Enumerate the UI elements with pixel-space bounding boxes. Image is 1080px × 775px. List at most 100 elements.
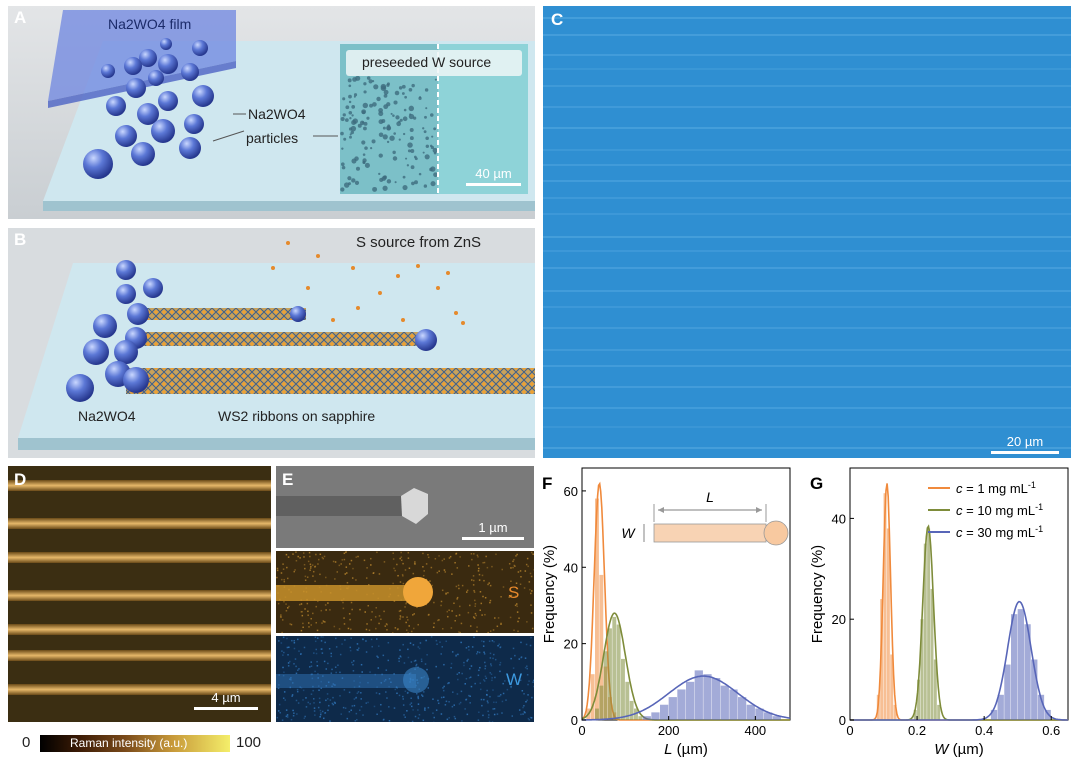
raman-map [8, 466, 271, 722]
y-tick-label: 60 [564, 484, 578, 499]
s-source-label: S source from ZnS [356, 234, 481, 251]
x-tick-label: 400 [744, 723, 766, 738]
histogram-bar [591, 674, 595, 720]
particles-label-line2: particles [246, 130, 298, 146]
histogram-bar [595, 709, 599, 720]
histogram-bar [703, 674, 711, 720]
panel-b: B S source from ZnS Na2WO4 WS2 ribbons o… [8, 228, 535, 458]
panel-a-scalebar-text: 40 µm [475, 166, 511, 181]
panel-e-w-map: W [276, 636, 534, 722]
histogram-bar [1011, 614, 1017, 720]
y-tick-label: 20 [832, 612, 846, 627]
legend: c = 1 mg mL-1 c = 10 mg mL-1 c = 30 mg mL-… [928, 480, 1043, 540]
histogram-bar [721, 686, 729, 720]
x-tick-label: 0.6 [1042, 723, 1060, 738]
panel-c-scalebar-text: 20 µm [1007, 434, 1043, 449]
inset-label: preseeded W source [362, 54, 491, 70]
panel-d: D 4 µm [8, 466, 271, 722]
inset-width-label: W [621, 525, 636, 541]
y-tick-label: 0 [571, 713, 578, 728]
histogram-bar [747, 705, 755, 720]
colorbar-label: Raman intensity (a.u.) [70, 736, 187, 750]
x-tick-label: 200 [658, 723, 680, 738]
y-tick-label: 0 [839, 713, 846, 728]
colorbar-min: 0 [22, 734, 30, 751]
histogram-bar [599, 686, 603, 720]
histogram-bar [927, 528, 930, 720]
optical-image [543, 6, 1071, 458]
w-map-image [276, 636, 534, 722]
panel-e-s-map: S [276, 551, 534, 633]
y-axis-label: Frequency (%) [541, 545, 558, 643]
y-tick-label: 40 [564, 560, 578, 575]
panel-d-letter: D [14, 470, 26, 490]
s-map-label: S [508, 583, 519, 603]
s-map-image [276, 551, 534, 633]
histogram-bar [1004, 665, 1010, 720]
x-tick-label: 0.4 [975, 723, 993, 738]
panel-f-letter: F [542, 474, 552, 494]
ribbon-long [126, 368, 535, 394]
histogram-bar [604, 651, 608, 720]
histogram-bar [612, 617, 616, 720]
chart-g: 0 0.2 0.4 0.6 0 20 40 W (µm) Frequency (%) c = 1 … [806, 466, 1080, 770]
panel-b-letter: B [14, 230, 26, 250]
histogram-bar [729, 689, 737, 720]
legend-entry-label: c = 10 mg mL-1 [956, 502, 1043, 518]
inset-length-label: L [706, 489, 714, 505]
panel-c-letter: C [551, 10, 563, 30]
histogram-bar [630, 701, 634, 720]
histogram-bar [669, 697, 677, 720]
panel-a: A Na2WO4 film Na2WO4 particles preseeded… [8, 6, 535, 219]
histogram-bar [643, 716, 651, 720]
colorbar-max: 100 [236, 734, 261, 751]
histogram-bar [621, 659, 625, 720]
panel-e-letter: E [282, 470, 293, 490]
histogram-bar [677, 689, 685, 720]
raman-colorbar: 0 Raman intensity (a.u.) 100 [8, 733, 273, 755]
histogram-bar [998, 695, 1004, 720]
x-axis-label: W (µm) [934, 741, 983, 758]
histogram-bar [937, 705, 940, 720]
film-label: Na2WO4 film [108, 16, 191, 32]
histogram-bar [625, 682, 629, 720]
ribbon-schematic-inset: LW [621, 489, 788, 545]
y-tick-label: 20 [564, 637, 578, 652]
panel-g: 0 0.2 0.4 0.6 0 20 40 W (µm) Frequency (%) c = 1 … [806, 466, 1080, 770]
x-tick-label: 0.2 [908, 723, 926, 738]
w-map-label: W [506, 670, 522, 690]
panel-c-scalebar: 20 µm [991, 434, 1059, 454]
histogram-bar [686, 682, 694, 720]
histogram-bar [638, 716, 642, 720]
panel-c: C 20 µm [543, 6, 1071, 458]
panel-d-scalebar-text: 4 µm [211, 690, 240, 705]
y-axis-label: Frequency (%) [809, 545, 826, 643]
particles-label-line1: Na2WO4 [248, 106, 306, 122]
histogram-bar [608, 628, 612, 720]
panel-a-letter: A [14, 8, 26, 28]
ribbon-short [136, 308, 306, 320]
x-tick-label: 0 [578, 723, 585, 738]
panel-e-scalebar-text: 1 µm [478, 520, 507, 535]
histogram-bar [660, 705, 668, 720]
legend-entry-label: c = 1 mg mL-1 [956, 480, 1036, 496]
histogram-bar [712, 678, 720, 720]
histogram-bar [738, 697, 746, 720]
histogram-bar [617, 625, 621, 720]
y-tick-label: 40 [832, 511, 846, 526]
droplet-label: Na2WO4 [78, 408, 136, 424]
ribbon-medium [128, 332, 428, 346]
x-tick-label: 0 [846, 723, 853, 738]
histogram-bar [651, 712, 659, 720]
panel-g-letter: G [810, 474, 823, 494]
legend-entry-label: c = 30 mg mL-1 [956, 524, 1043, 540]
histogram-bar [1018, 609, 1024, 720]
panel-d-scalebar: 4 µm [194, 690, 258, 710]
panel-e-sem: E 1 µm [276, 466, 534, 548]
ribbons-label: WS2 ribbons on sapphire [218, 408, 375, 424]
x-axis-label: L (µm) [664, 741, 708, 758]
panel-a-scalebar: 40 µm [466, 166, 521, 186]
panel-e-scalebar: 1 µm [462, 520, 524, 540]
